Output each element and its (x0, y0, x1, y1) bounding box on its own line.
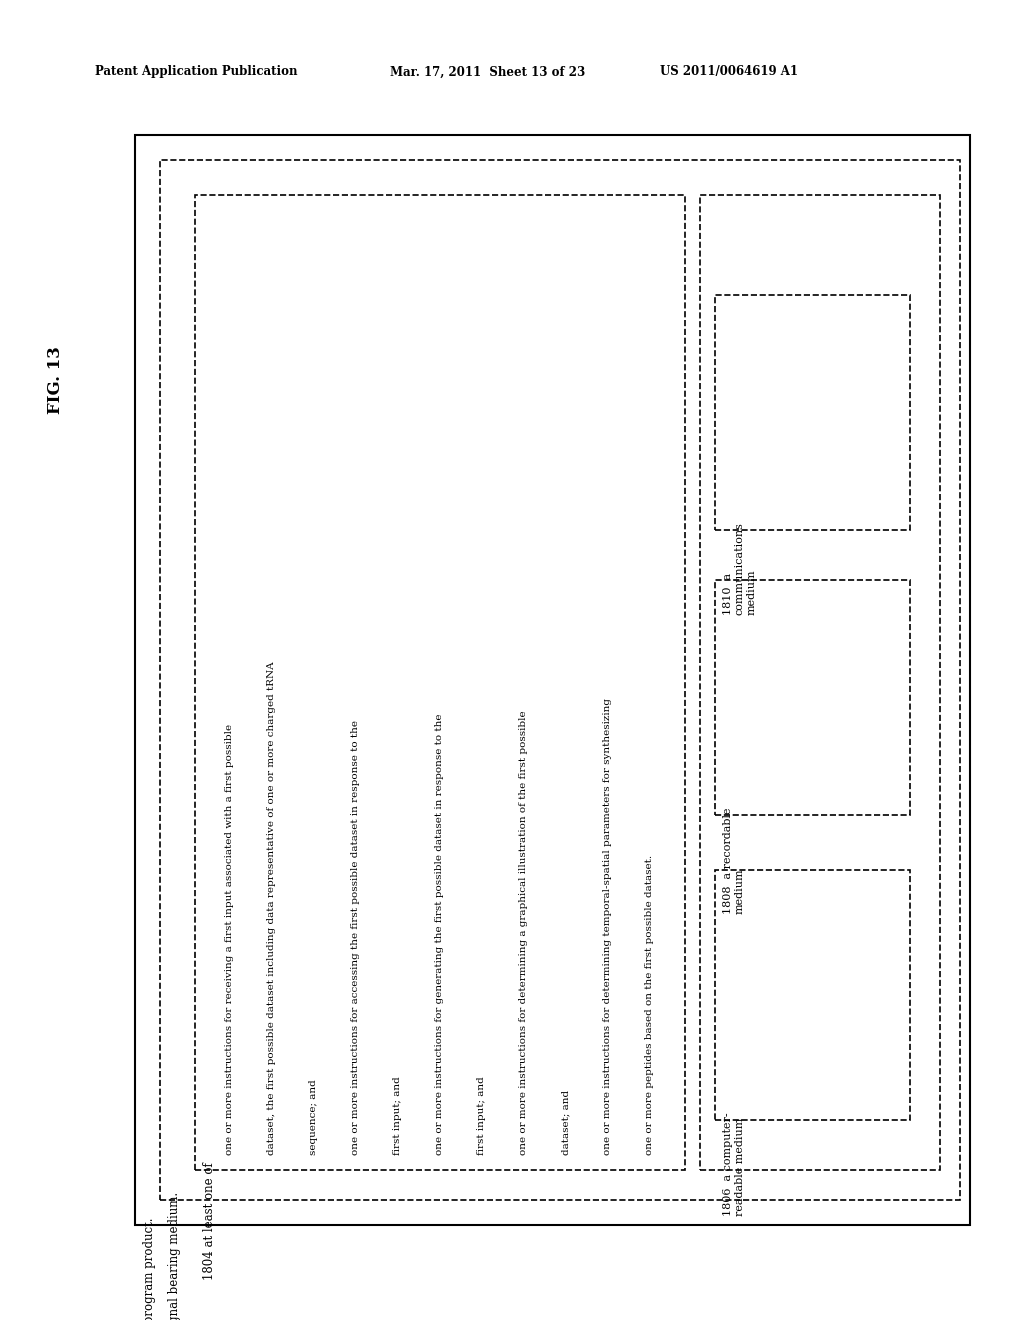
Bar (135, 135, 970, 1225)
Text: one or more instructions for receiving a first input associated with a first pos: one or more instructions for receiving a… (225, 723, 234, 1155)
Text: 1800 A computer program product.: 1800 A computer program product. (143, 1217, 156, 1320)
Bar (195, 195, 685, 1170)
Text: one or more peptides based on the first possible dataset.: one or more peptides based on the first … (645, 855, 654, 1155)
Text: first input; and: first input; and (393, 1076, 402, 1155)
Bar (715, 870, 910, 1119)
Bar (715, 579, 910, 814)
Text: one or more instructions for accessing the first possible dataset in response to: one or more instructions for accessing t… (351, 719, 360, 1155)
Bar (160, 160, 961, 1200)
Bar (700, 195, 940, 1170)
Text: one or more instructions for determining temporal-spatial parameters for synthes: one or more instructions for determining… (603, 698, 612, 1155)
Text: FIG. 13: FIG. 13 (46, 346, 63, 414)
Text: 1808  a recordable
medium: 1808 a recordable medium (723, 807, 744, 913)
Text: first input; and: first input; and (477, 1076, 486, 1155)
Text: 1802  A signal bearing medium.: 1802 A signal bearing medium. (168, 1192, 181, 1320)
Text: dataset; and: dataset; and (561, 1090, 570, 1155)
Text: US 2011/0064619 A1: US 2011/0064619 A1 (660, 66, 798, 78)
Text: 1806  a computer-
readable medium: 1806 a computer- readable medium (723, 1111, 744, 1216)
Text: one or more instructions for generating the first possible dataset in response t: one or more instructions for generating … (435, 714, 444, 1155)
Text: Patent Application Publication: Patent Application Publication (95, 66, 298, 78)
Text: Mar. 17, 2011  Sheet 13 of 23: Mar. 17, 2011 Sheet 13 of 23 (390, 66, 586, 78)
Text: sequence; and: sequence; and (309, 1080, 318, 1155)
Text: dataset, the first possible dataset including data representative of one or more: dataset, the first possible dataset incl… (267, 661, 276, 1155)
Bar (715, 294, 910, 531)
Text: one or more instructions for determining a graphical illustration of the first p: one or more instructions for determining… (519, 710, 528, 1155)
Text: 1810  a
communications
medium: 1810 a communications medium (723, 521, 756, 615)
Text: 1804 at least one of: 1804 at least one of (203, 1162, 216, 1280)
